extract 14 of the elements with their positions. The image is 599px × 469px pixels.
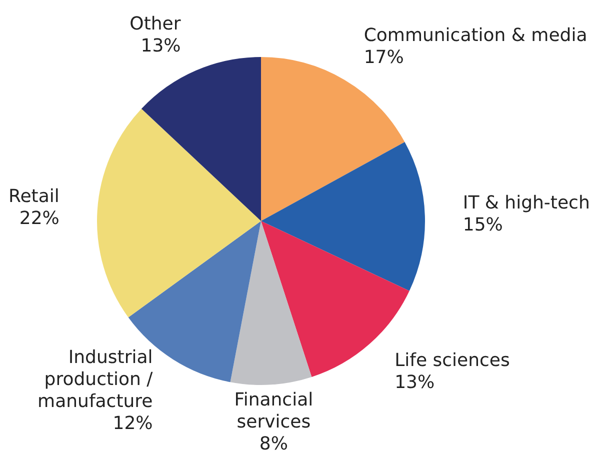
slice-label: Life sciences [394,350,510,372]
data-label: 12% [112,413,153,434]
slice-label: Other [130,13,182,34]
slice-label: Financial services [234,389,314,432]
data-label: 13% [140,35,181,56]
data-label: 22% [19,208,60,229]
slice-label: Retail [8,186,60,207]
slice-label: IT & high-tech [462,192,590,214]
data-label: 13% [394,372,435,394]
slice-label: Communication & media [364,24,588,46]
data-label: 15% [462,214,503,236]
data-label: 17% [364,46,404,68]
slice-label: Industrial production / manufacture [38,347,154,412]
data-label: 8% [259,433,288,454]
